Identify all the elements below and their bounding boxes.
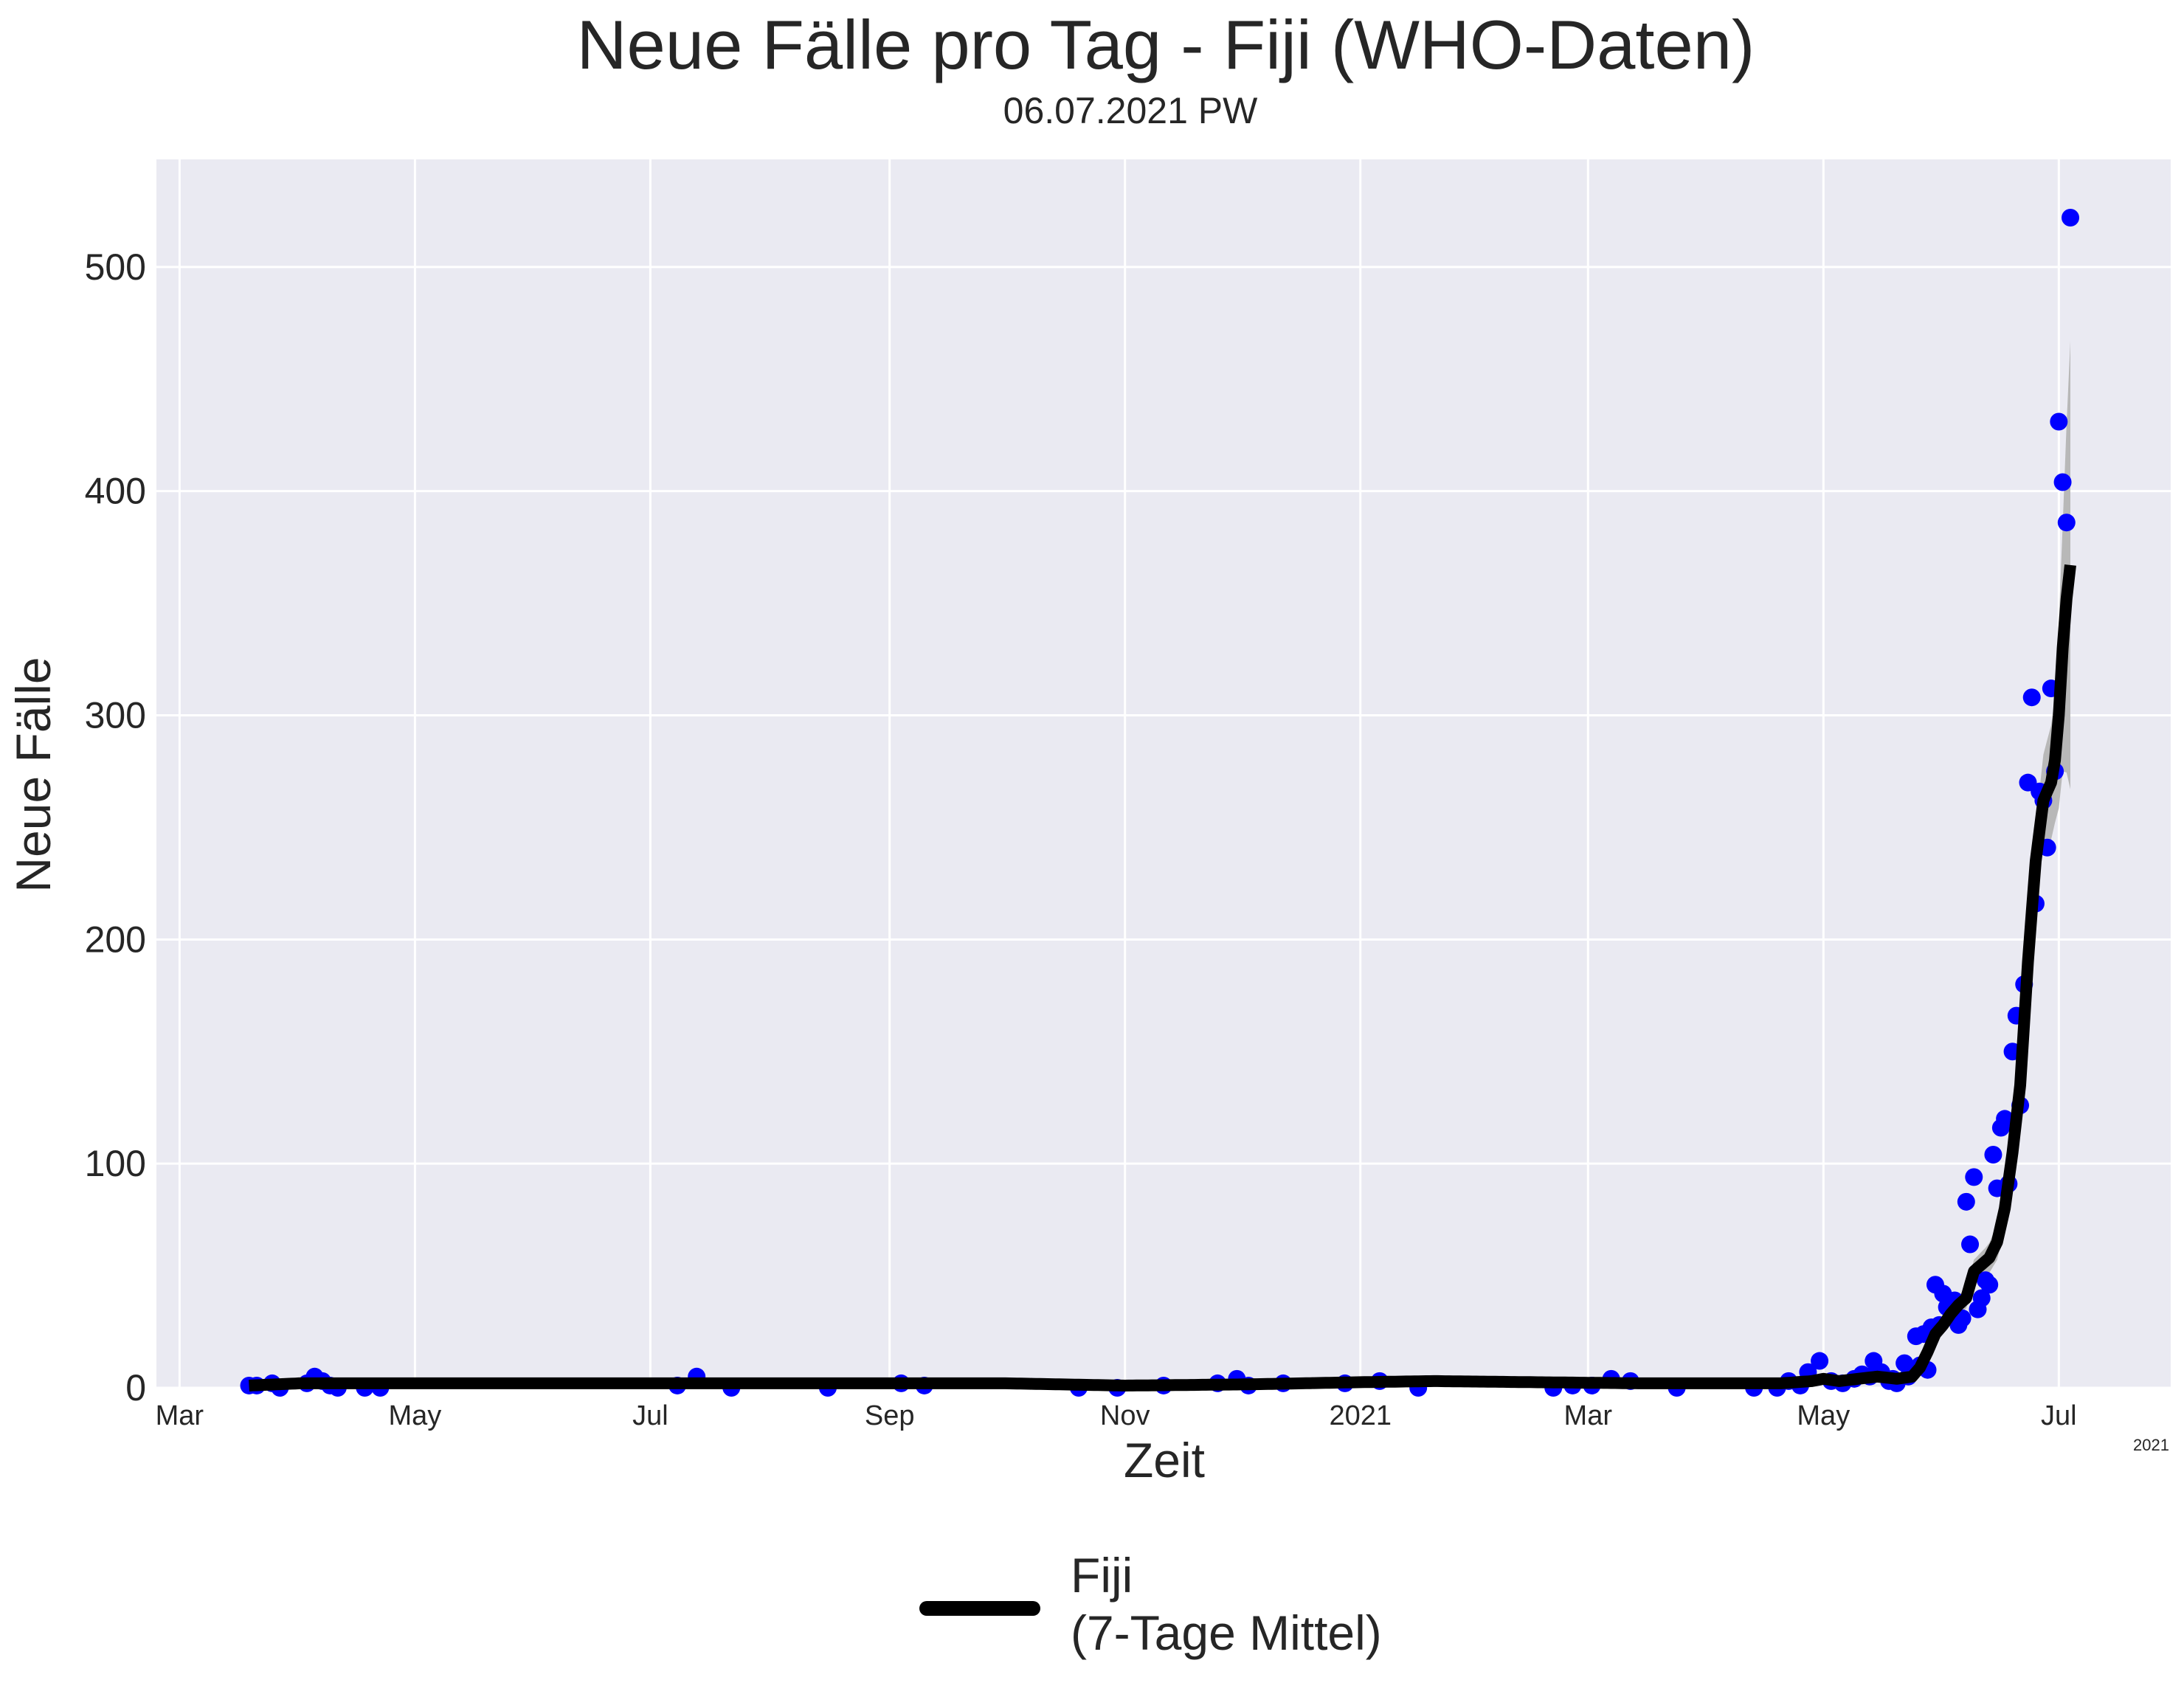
x-tick-label: Jul bbox=[632, 1400, 668, 1431]
y-tick-label: 300 bbox=[85, 695, 146, 736]
daily-case-point bbox=[2057, 514, 2076, 532]
x-axis-offset-label: 2021 bbox=[2133, 1436, 2169, 1454]
daily-case-point bbox=[1984, 1146, 2002, 1164]
daily-case-point bbox=[1996, 1110, 2014, 1128]
y-tick-label: 200 bbox=[85, 919, 146, 960]
legend-label-mean: (7-Tage Mittel) bbox=[1071, 1605, 1382, 1660]
daily-case-point bbox=[1980, 1276, 1999, 1294]
daily-case-point bbox=[1957, 1192, 1975, 1211]
x-tick-label: Mar bbox=[1564, 1400, 1613, 1431]
daily-case-point bbox=[1811, 1352, 1829, 1370]
daily-case-point bbox=[1961, 1235, 1980, 1254]
x-tick-label: Mar bbox=[156, 1400, 204, 1431]
x-axis-label: Zeit bbox=[1124, 1433, 1205, 1487]
x-tick-label: Jul bbox=[2041, 1400, 2077, 1431]
x-tick-label: Sep bbox=[865, 1400, 915, 1431]
legend-label-fiji: Fiji bbox=[1071, 1548, 1133, 1603]
y-tick-label: 100 bbox=[85, 1143, 146, 1184]
grid bbox=[156, 159, 2171, 1389]
y-tick-label: 500 bbox=[85, 246, 146, 288]
x-tick-label: 2021 bbox=[1329, 1400, 1392, 1431]
legend: Fiji (7-Tage Mittel) bbox=[919, 1548, 1382, 1660]
x-tick-labels: Mar May Jul Sep Nov 2021 Mar May Jul bbox=[156, 1400, 2077, 1431]
x-tick-label: Nov bbox=[1100, 1400, 1150, 1431]
daily-case-point bbox=[2022, 688, 2041, 707]
x-tick-label: May bbox=[1797, 1400, 1850, 1431]
chart-title: Neue Fälle pro Tag - Fiji (WHO-Daten) bbox=[577, 6, 1755, 83]
daily-case-point bbox=[1972, 1289, 1991, 1307]
y-tick-labels: 0 100 200 300 400 500 bbox=[85, 246, 146, 1408]
daily-case-point bbox=[2053, 473, 2072, 491]
daily-case-point bbox=[1896, 1354, 1914, 1372]
chart-subtitle: 06.07.2021 PW bbox=[1003, 90, 1258, 131]
daily-case-point bbox=[2050, 412, 2068, 431]
rolling-mean-line bbox=[246, 564, 2076, 1392]
daily-case-point bbox=[2062, 208, 2080, 227]
rolling-mean-polyline bbox=[246, 564, 2076, 1392]
y-tick-label: 400 bbox=[85, 471, 146, 512]
plot-area bbox=[156, 159, 2171, 1388]
daily-case-point bbox=[1965, 1168, 1983, 1186]
y-tick-label: 0 bbox=[125, 1367, 146, 1408]
x-tick-label: May bbox=[389, 1400, 442, 1431]
y-axis-label: Neue Fälle bbox=[6, 657, 61, 892]
